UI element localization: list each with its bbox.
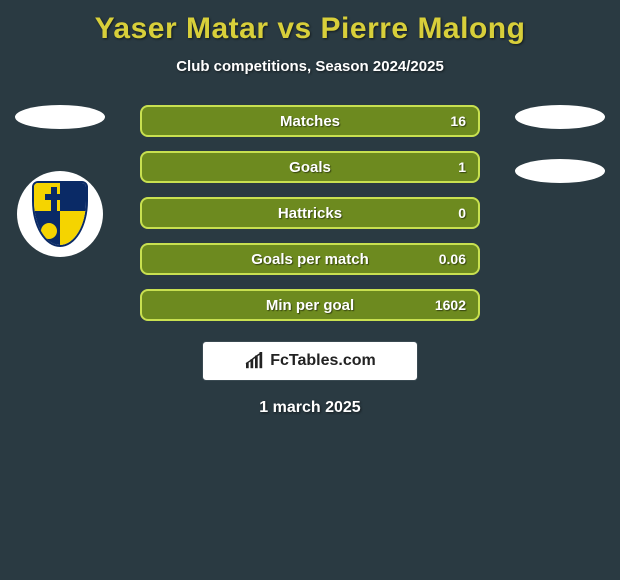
page-subtitle: Club competitions, Season 2024/2025	[176, 58, 444, 75]
stat-label: Min per goal	[266, 297, 354, 314]
stat-value: 16	[450, 113, 466, 129]
page-title: Yaser Matar vs Pierre Malong	[95, 12, 526, 46]
stat-value: 1	[458, 159, 466, 175]
player-photo-placeholder	[515, 105, 605, 129]
player-photo-placeholder	[15, 105, 105, 129]
stat-bar-goals: Goals 1	[140, 151, 480, 183]
brand-text: FcTables.com	[270, 352, 376, 370]
stat-bar-hattricks: Hattricks 0	[140, 197, 480, 229]
bar-chart-icon	[244, 352, 266, 370]
left-player-column	[15, 105, 105, 257]
club-badge	[17, 171, 103, 257]
stat-bar-matches: Matches 16	[140, 105, 480, 137]
comparison-card: Yaser Matar vs Pierre Malong Club compet…	[0, 0, 620, 580]
club-shield-icon	[32, 181, 88, 247]
stat-value: 0.06	[439, 251, 466, 267]
stat-value: 1602	[435, 297, 466, 313]
stat-bars: Matches 16 Goals 1 Hattricks 0 Goals per…	[140, 105, 480, 321]
generation-date: 1 march 2025	[259, 399, 360, 417]
stat-value: 0	[458, 205, 466, 221]
stat-label: Goals per match	[251, 251, 369, 268]
stat-label: Matches	[280, 113, 340, 130]
right-player-column	[515, 105, 605, 183]
stat-bar-goals-per-match: Goals per match 0.06	[140, 243, 480, 275]
brand-badge: FcTables.com	[202, 341, 418, 381]
club-photo-placeholder	[515, 159, 605, 183]
comparison-body: Matches 16 Goals 1 Hattricks 0 Goals per…	[0, 105, 620, 321]
stat-bar-min-per-goal: Min per goal 1602	[140, 289, 480, 321]
stat-label: Goals	[289, 159, 331, 176]
stat-label: Hattricks	[278, 205, 342, 222]
